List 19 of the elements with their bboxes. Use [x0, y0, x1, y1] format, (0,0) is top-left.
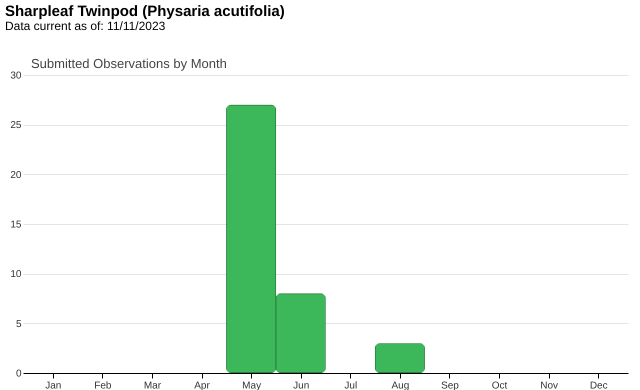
x-tick-label: Oct [492, 380, 508, 390]
bar [374, 343, 425, 373]
x-tick-label: Nov [540, 380, 558, 390]
x-tick-label: Feb [94, 380, 112, 390]
y-tick-label: 10 [10, 269, 22, 280]
y-tick-label: 0 [16, 368, 22, 380]
x-tick-label: Jun [293, 380, 310, 390]
y-tick-label: 25 [10, 120, 22, 132]
y-tick-label: 30 [10, 70, 22, 82]
text: Submitted Observations by Month [31, 56, 227, 71]
x-tick-label: Dec [590, 380, 608, 390]
y-tick-label: 15 [10, 220, 22, 230]
y-tick-label: 20 [10, 170, 22, 181]
x-tick-label: Mar [144, 380, 162, 390]
x-tick-label: Jul [344, 380, 358, 390]
chart-title: Sharpleaf Twinpod (Physaria acutifolia) [5, 3, 285, 20]
y-tick-label: 5 [16, 318, 22, 330]
x-tick-label: Jan [45, 380, 62, 390]
chart-subtitle: Data current as of: 11/11/2023 [5, 19, 166, 33]
